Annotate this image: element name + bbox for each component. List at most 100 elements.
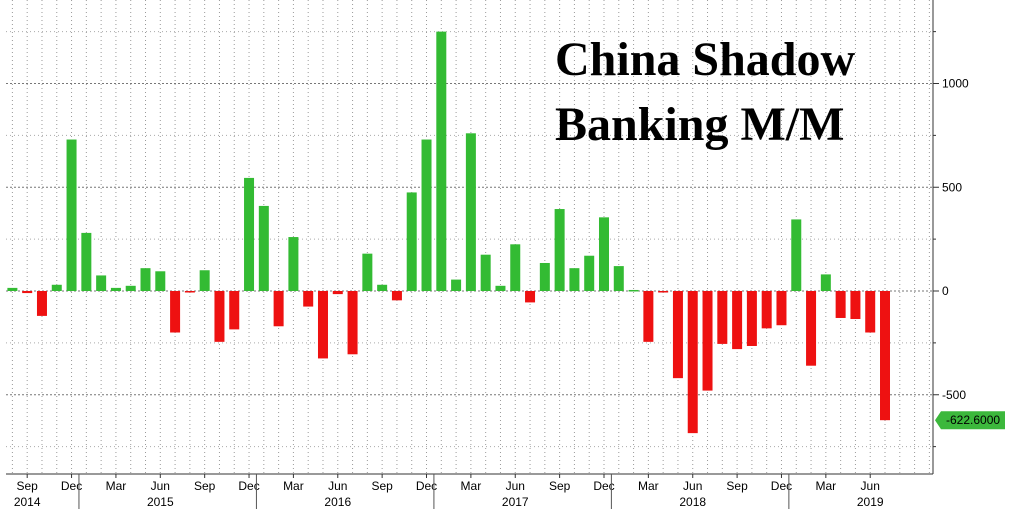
bar <box>584 255 595 291</box>
chart-title: China Shadow Banking M/M <box>555 33 855 151</box>
title-line-2: Banking M/M <box>555 98 844 151</box>
bar <box>628 289 639 292</box>
title-line-1: China Shadow <box>555 33 855 86</box>
bar <box>761 291 772 329</box>
x-tick-label: Mar <box>816 479 837 493</box>
bar <box>613 266 624 291</box>
bar <box>96 275 107 291</box>
bar <box>199 270 210 291</box>
axes: 1000 500 0 -500 Sep Dec Mar Jun Sep Dec Mar Jun Sep D… <box>6 0 969 509</box>
x-tick-label: Sep <box>726 479 748 493</box>
year-label: 2014 <box>14 495 41 509</box>
year-label: 2019 <box>857 495 884 509</box>
bar <box>672 291 683 379</box>
bar <box>465 133 476 291</box>
bar <box>36 291 47 316</box>
year-label: 2017 <box>502 495 529 509</box>
x-tick-label: Sep <box>17 479 39 493</box>
bar <box>51 284 62 291</box>
bar <box>806 291 817 366</box>
bar <box>377 284 388 291</box>
bar <box>347 291 358 355</box>
bar <box>332 291 343 295</box>
bar <box>273 291 284 327</box>
bar <box>110 287 121 291</box>
bar <box>436 31 447 291</box>
year-label: 2018 <box>679 495 706 509</box>
bar <box>539 262 550 291</box>
y-tick-label: 500 <box>942 180 962 194</box>
bars <box>7 31 891 434</box>
x-tick-label: Jun <box>861 479 880 493</box>
x-tick-label: Dec <box>61 479 82 493</box>
bar <box>658 291 669 293</box>
bar <box>288 237 299 291</box>
x-tick-label: Mar <box>461 479 482 493</box>
y-tick-label: 1000 <box>942 77 969 91</box>
x-tick-label: Sep <box>549 479 571 493</box>
x-tick-label: Sep <box>371 479 393 493</box>
bar <box>643 291 654 342</box>
bar <box>125 285 136 291</box>
x-tick-label: Jun <box>151 479 170 493</box>
bar <box>170 291 181 333</box>
bar <box>66 139 77 291</box>
bar <box>525 291 536 303</box>
bar <box>362 253 373 291</box>
bar <box>81 232 92 291</box>
bar <box>229 291 240 330</box>
bar <box>7 287 18 291</box>
bar <box>258 205 269 291</box>
last-value-badge: -622.6000 <box>935 411 1005 430</box>
x-tick-label: Jun <box>683 479 702 493</box>
x-tick-label: Jun <box>506 479 525 493</box>
bar <box>746 291 757 346</box>
bar <box>791 219 802 291</box>
year-label: 2015 <box>147 495 174 509</box>
bar <box>303 291 314 307</box>
bar <box>244 177 255 291</box>
last-value-label: -622.6000 <box>946 413 1000 427</box>
bar <box>214 291 225 342</box>
x-tick-label: Sep <box>194 479 216 493</box>
x-tick-label: Dec <box>238 479 259 493</box>
bar <box>22 291 33 294</box>
bar <box>451 279 462 291</box>
x-tick-label: Dec <box>771 479 792 493</box>
bar <box>850 291 861 320</box>
x-tick-label: Jun <box>328 479 347 493</box>
bar <box>820 274 831 291</box>
bar <box>554 209 565 291</box>
bar <box>155 271 166 291</box>
y-tick-label: 0 <box>942 284 949 298</box>
bar <box>835 291 846 318</box>
bar <box>732 291 743 350</box>
bar <box>391 291 402 301</box>
bar <box>569 268 580 291</box>
bar <box>865 291 876 333</box>
x-tick-label: Mar <box>106 479 127 493</box>
bar <box>717 291 728 344</box>
last-value-badge-shape <box>935 411 1005 430</box>
year-label: 2016 <box>324 495 351 509</box>
x-tick-label: Mar <box>283 479 304 493</box>
bar <box>140 268 151 291</box>
bar <box>880 291 891 421</box>
bar <box>421 139 432 291</box>
y-tick-label: -500 <box>942 388 966 402</box>
bar <box>495 285 506 291</box>
bar <box>406 192 417 291</box>
x-tick-label: Mar <box>638 479 659 493</box>
bar <box>598 217 609 291</box>
bar <box>184 291 195 293</box>
x-tick-label: Dec <box>416 479 437 493</box>
bar <box>687 291 698 434</box>
bar <box>702 291 713 391</box>
x-tick-label: Dec <box>593 479 614 493</box>
bar <box>510 244 521 291</box>
bar <box>776 291 787 326</box>
bar <box>317 291 328 359</box>
bar <box>480 254 491 291</box>
